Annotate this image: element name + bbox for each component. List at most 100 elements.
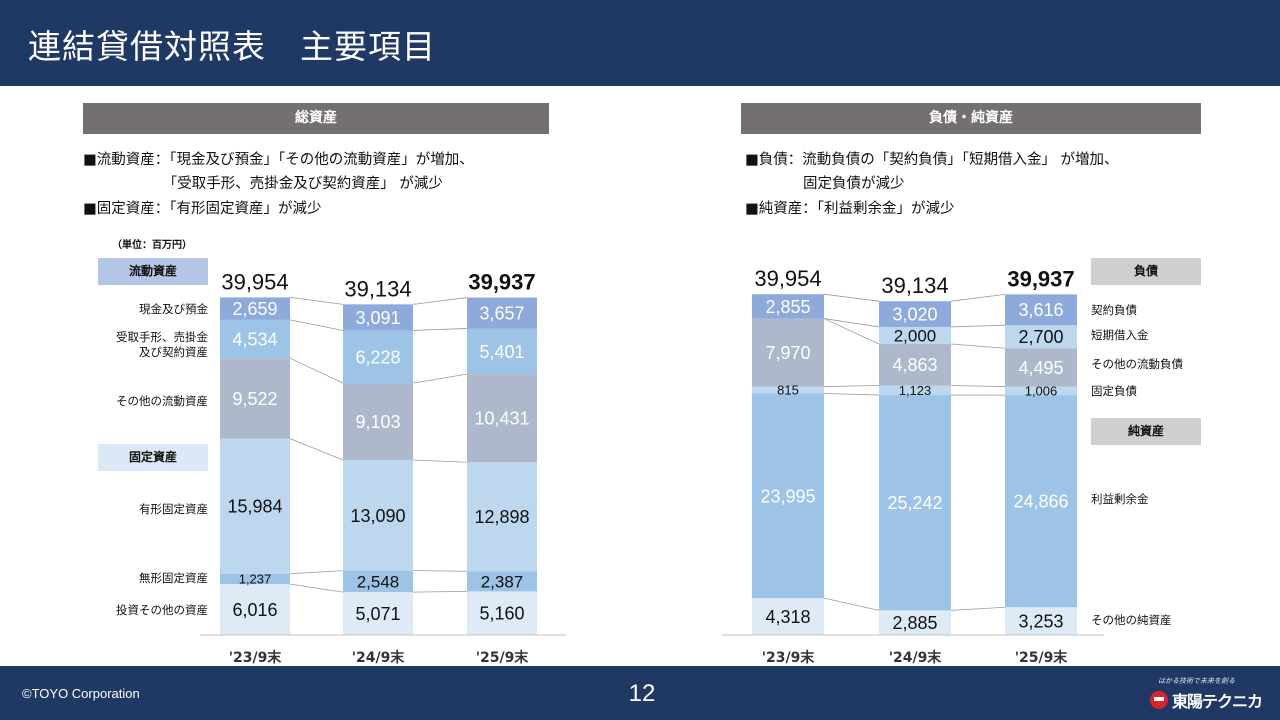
note-line-3: ■固定資産：「有形固定資産」が減少 <box>83 201 322 217</box>
data-label: 1,123 <box>899 383 932 398</box>
connector-line <box>823 393 880 396</box>
data-label: 9,103 <box>355 412 400 432</box>
bar-segment <box>752 318 824 387</box>
note-right-line-2: 固定負債が減少 <box>745 176 905 192</box>
bar-segment <box>1005 348 1077 387</box>
connector-line <box>950 343 1006 349</box>
data-label: 3,657 <box>479 303 524 323</box>
slide-header <box>0 0 1280 86</box>
data-label: 24,866 <box>1013 492 1068 512</box>
copyright-text: ©TOYO Corporation <box>22 686 140 701</box>
connector-line <box>823 293 880 302</box>
connector-line <box>950 385 1006 387</box>
data-label: 6,228 <box>355 347 400 367</box>
connector-line <box>289 357 344 384</box>
logo-name: 東陽テクニカ <box>1172 692 1263 711</box>
connector-line <box>412 590 468 593</box>
data-label: 3,253 <box>1018 612 1063 632</box>
data-label: 1,006 <box>1025 384 1058 399</box>
total-label: 39,954 <box>221 269 288 294</box>
category-label: '24/9末 <box>889 649 943 666</box>
row-label-cash: 現金及び預金 <box>139 302 208 316</box>
bar-segment <box>752 393 824 599</box>
bar-segment <box>467 297 537 329</box>
bar-segment <box>343 460 413 571</box>
bar-segment <box>220 297 290 320</box>
data-label: 1,237 <box>239 572 272 587</box>
data-label: 2,855 <box>765 297 810 317</box>
bar-segment <box>879 610 951 635</box>
data-label: 2,700 <box>1018 327 1063 347</box>
data-label: 2,885 <box>892 613 937 633</box>
category-label: '25/9末 <box>1015 649 1069 666</box>
connector-line <box>289 319 344 331</box>
logo-mark-icon <box>1150 691 1168 709</box>
data-label: 10,431 <box>474 409 529 429</box>
data-label: 4,318 <box>765 607 810 627</box>
category-fixed-assets: 固定資産 <box>98 444 208 471</box>
slide-footer <box>0 666 1280 720</box>
total-label: 39,134 <box>344 276 411 301</box>
row-label-receivables-2: 及び契約資産 <box>139 345 208 359</box>
page-number: 12 <box>628 680 656 707</box>
connector-line <box>412 570 468 572</box>
data-label: 2,000 <box>894 327 937 346</box>
category-label: '23/9末 <box>762 649 816 666</box>
bar-segment <box>343 304 413 331</box>
bar-segment <box>879 326 951 345</box>
data-label: 5,401 <box>479 342 524 362</box>
connector-line <box>412 373 468 384</box>
data-label: 2,387 <box>481 572 524 591</box>
row-label-retained-earnings: 利益剰余金 <box>1091 492 1149 506</box>
data-label: 5,071 <box>355 604 400 624</box>
category-label: '23/9末 <box>229 649 283 666</box>
data-label: 12,898 <box>474 507 529 527</box>
connector-line <box>950 293 1006 302</box>
connector-line <box>289 583 344 593</box>
total-label: 39,937 <box>468 270 535 295</box>
bar-segment <box>220 319 290 359</box>
bar-segment <box>220 358 290 439</box>
connector-line <box>950 324 1006 328</box>
page-title: 連結貸借対照表 主要項目 <box>28 27 436 66</box>
bar-segment <box>467 571 537 592</box>
connector-line <box>289 570 344 575</box>
connector-line <box>950 606 1006 611</box>
connector-line <box>289 297 344 305</box>
bar-segment <box>220 438 290 574</box>
bar-segment <box>1005 325 1077 349</box>
note-line-1: ■流動資産：「現金及び預金」「その他の流動資産」が増加、 <box>83 152 474 168</box>
bar-segment <box>467 462 537 572</box>
bar-segment <box>879 301 951 327</box>
note-right-line-3: ■純資産：「利益剰余金」が減少 <box>745 201 955 217</box>
data-label: 6,016 <box>232 600 277 620</box>
data-label: 3,616 <box>1018 300 1063 320</box>
bar-segment <box>1005 386 1077 396</box>
section-title-total-assets: 総資産 <box>83 103 549 134</box>
category-label: '24/9末 <box>352 649 406 666</box>
connector-line <box>412 297 468 305</box>
data-label: 4,534 <box>232 330 277 350</box>
data-label: 13,090 <box>350 506 405 526</box>
bar-segment <box>752 294 824 319</box>
unit-label: （単位：百万円） <box>112 240 192 251</box>
logo-tagline: はかる技術で未来を創る <box>1158 677 1235 685</box>
bar-segment <box>220 584 290 635</box>
category-current-assets: 流動資産 <box>98 258 208 285</box>
bar-segment <box>1005 294 1077 326</box>
row-label-fixed-liabilities: 固定負債 <box>1091 384 1137 398</box>
total-label: 39,134 <box>881 273 948 298</box>
bar-segment <box>879 344 951 386</box>
category-liabilities: 負債 <box>1091 258 1201 285</box>
bar-segment <box>343 330 413 384</box>
data-label: 3,020 <box>892 305 937 325</box>
connector-line <box>823 318 880 345</box>
row-label-contract-liabilities: 契約負債 <box>1091 303 1137 317</box>
connector-line <box>412 328 468 331</box>
data-label: 9,522 <box>232 389 277 409</box>
connector-line <box>823 597 880 611</box>
bar-segment <box>752 598 824 635</box>
total-label: 39,954 <box>754 266 821 291</box>
category-net-assets: 純資産 <box>1091 418 1201 445</box>
